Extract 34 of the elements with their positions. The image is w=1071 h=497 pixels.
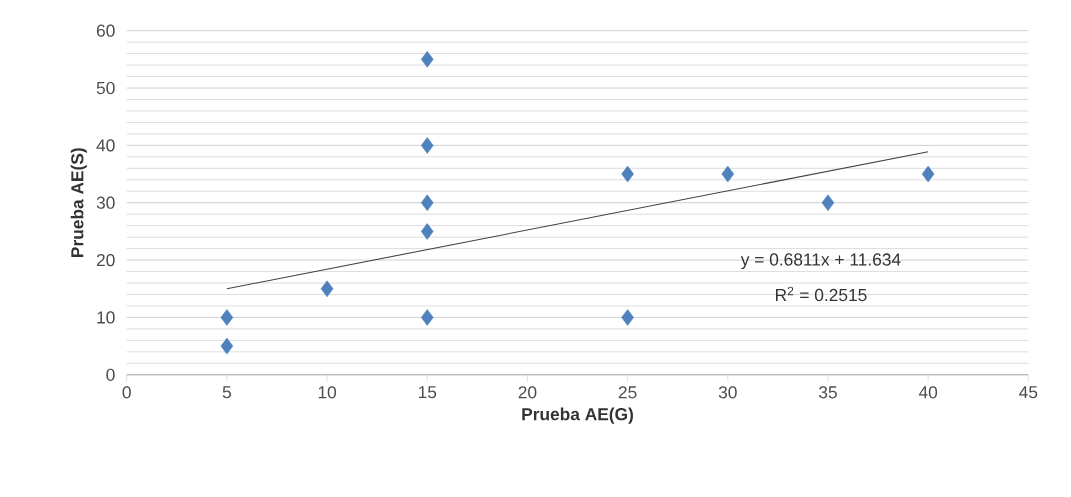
x-tick-label: 10: [318, 385, 337, 399]
x-tick-label: 15: [418, 385, 437, 399]
point: [420, 136, 434, 154]
point: [420, 222, 434, 240]
x-tick-label: 45: [1019, 385, 1038, 399]
point: [220, 337, 234, 355]
y-tick-label: 10: [97, 311, 115, 324]
y-tick-label: 0: [106, 368, 115, 381]
x-tick-label: 30: [718, 385, 737, 399]
point: [621, 308, 634, 326]
point: [420, 194, 434, 211]
point: [921, 165, 935, 183]
x-tick-label: 25: [618, 385, 637, 399]
point: [821, 194, 835, 211]
y-tick-label: 30: [96, 196, 115, 209]
y-tick-label: 60: [96, 24, 115, 37]
annotation: R$^{2}$ = 0.2515: [776, 286, 867, 301]
y-tick-label: 40: [96, 139, 115, 152]
point: [220, 308, 234, 326]
point: [420, 308, 434, 326]
x-tick-label: 0: [122, 385, 131, 399]
x-axis-title: Prueba AE(G): [522, 407, 633, 424]
point: [320, 280, 334, 297]
point: [420, 50, 434, 68]
y-tick-label: 20: [96, 253, 115, 266]
annotation: y = 0.6811x + 11.634: [740, 253, 901, 269]
y-axis-title: Prueba AE(S): [70, 147, 87, 257]
x-tick-label: 35: [818, 385, 837, 399]
point: [721, 165, 735, 183]
x-tick-label: 20: [518, 385, 537, 399]
x-tick-label: 40: [918, 385, 938, 399]
y-tick-label: 50: [96, 81, 115, 94]
x-tick-label: 5: [222, 385, 231, 399]
point: [621, 165, 634, 183]
